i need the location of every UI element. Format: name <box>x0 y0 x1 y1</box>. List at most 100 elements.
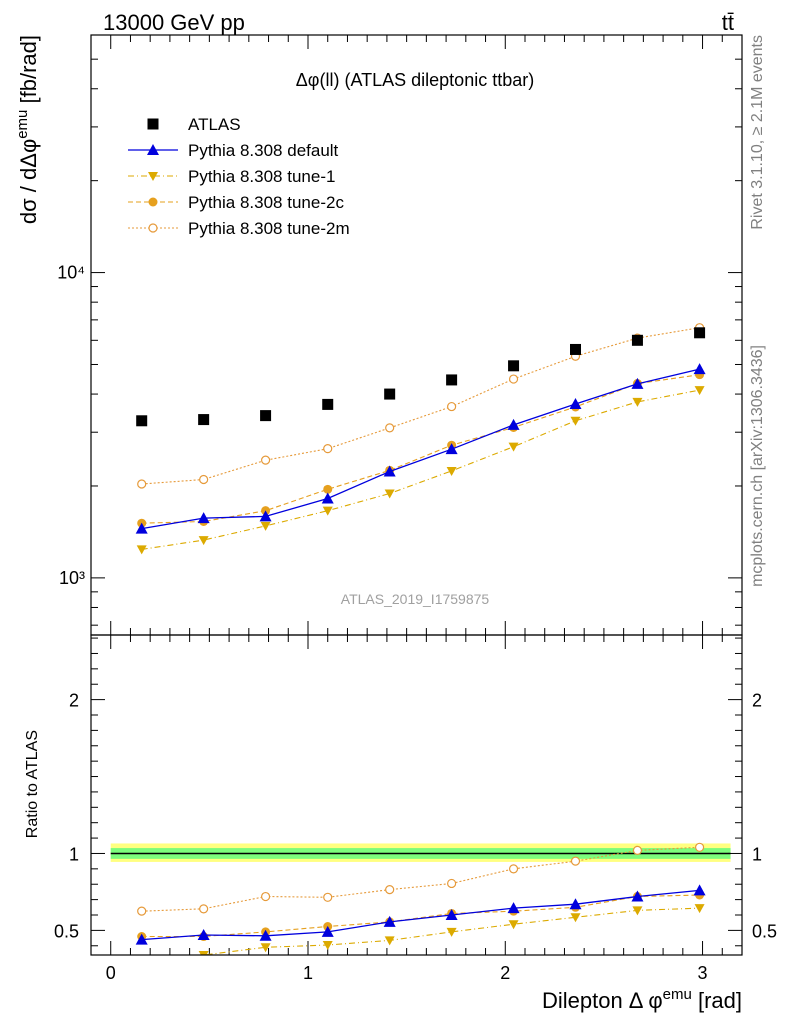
legend-marker <box>148 172 158 181</box>
data-point <box>135 933 148 945</box>
main-title: Δφ(ll) (ATLAS dileptonic ttbar) <box>296 70 534 90</box>
data-point <box>322 506 333 516</box>
data-point <box>384 489 395 499</box>
ratio-x-tick-label: 0 <box>106 963 116 983</box>
data-point <box>260 891 271 902</box>
data-point <box>198 414 210 426</box>
legend-label: Pythia 8.308 tune-2m <box>188 219 350 238</box>
mcplots-label: mcplots.cern.ch [arXiv:1306.3436] <box>749 345 766 587</box>
data-point <box>322 398 334 410</box>
data-point <box>570 416 581 426</box>
data-point <box>632 845 643 855</box>
data-point <box>197 512 210 524</box>
ratio-y-tick-label: 1 <box>69 844 79 864</box>
data-point <box>508 442 519 452</box>
series-pythia-8-308-tune-2c <box>137 370 705 528</box>
main-series-group <box>135 323 706 555</box>
legend-marker <box>148 223 158 233</box>
analysis-id: ATLAS_2019_I1759875 <box>341 591 490 607</box>
series-pythia-8-308-tune-1 <box>194 904 705 955</box>
energy-label: 13000 GeV pp <box>103 10 245 35</box>
data-point <box>323 892 333 902</box>
data-point <box>508 920 519 930</box>
data-point <box>569 398 582 410</box>
series-line <box>141 389 700 550</box>
data-point <box>137 906 147 916</box>
main-y-tick-label: 10⁴ <box>57 263 85 283</box>
data-point <box>259 510 272 522</box>
ratio-x-tick-label: 2 <box>500 963 510 983</box>
data-point <box>135 522 148 534</box>
data-point <box>446 927 457 937</box>
data-point <box>694 842 705 852</box>
ratio-y-tick-label: 2 <box>69 691 79 711</box>
data-point <box>632 397 643 407</box>
series-line <box>141 846 700 912</box>
data-point <box>260 455 271 465</box>
legend-label: Pythia 8.308 default <box>188 141 339 160</box>
data-point <box>445 443 458 455</box>
legend-item-pythia-8-308-tune-1: Pythia 8.308 tune-1 <box>128 167 335 186</box>
series-pythia-8-308-default <box>135 363 706 534</box>
series-line <box>141 368 700 530</box>
ratio-y-tick-label-right: 1 <box>752 844 762 864</box>
legend-item-pythia-8-308-tune-2m: Pythia 8.308 tune-2m <box>128 219 350 238</box>
data-point <box>384 388 396 400</box>
data-point <box>508 374 519 384</box>
data-point <box>136 545 147 555</box>
data-point <box>693 884 706 896</box>
series-pythia-8-308-tune-2m <box>137 323 705 489</box>
ratio-y-tick-label-right: 0.5 <box>752 921 777 941</box>
data-point <box>447 401 457 412</box>
data-point <box>321 925 334 937</box>
data-point <box>198 536 209 546</box>
data-point <box>446 466 457 476</box>
data-point <box>198 951 209 955</box>
series-pythia-8-308-tune-2c <box>137 890 705 942</box>
legend-item-pythia-8-308-default: Pythia 8.308 default <box>128 141 339 160</box>
data-point <box>508 360 520 372</box>
data-point <box>199 474 209 485</box>
data-point <box>199 904 209 914</box>
series-pythia-8-308-tune-2m <box>137 842 705 916</box>
data-point <box>259 929 272 941</box>
series-line <box>194 907 700 955</box>
series-pythia-8-308-tune-1 <box>136 386 705 555</box>
data-point <box>260 521 271 531</box>
data-point <box>323 444 333 454</box>
ratio-axis-ticks: 0.5 0.5 1 1 2 2 0 1 2 3 <box>54 635 777 983</box>
data-point <box>446 374 458 386</box>
legend-item-pythia-8-308-tune-2c: Pythia 8.308 tune-2c <box>128 193 344 212</box>
data-point <box>507 902 520 914</box>
process-label: tt̄ <box>722 10 734 35</box>
ratio-xlabel: Dilepton Δ φemu [rad] <box>542 986 742 1013</box>
data-point <box>383 915 396 927</box>
ratio-series-group <box>135 842 706 955</box>
data-point <box>260 410 272 422</box>
data-point <box>631 334 643 346</box>
rivet-label: Rivet 3.1.10, ≥ 2.1M events <box>749 35 766 230</box>
data-point <box>260 943 271 953</box>
data-point <box>323 484 333 494</box>
data-point <box>321 492 334 504</box>
ratio-x-tick-label: 1 <box>303 963 313 983</box>
data-point <box>136 415 148 427</box>
main-y-tick-label: 10³ <box>59 568 85 588</box>
data-point <box>507 418 520 430</box>
legend-label: Pythia 8.308 tune-1 <box>188 167 335 186</box>
main-axis-ticks: 10³ 10⁴ <box>57 34 742 635</box>
legend-item-atlas: ATLAS <box>147 115 241 134</box>
data-point <box>632 906 643 916</box>
ratio-x-tick-label: 3 <box>698 963 708 983</box>
data-point <box>693 363 706 375</box>
main-ylabel: dσ / dΔφemu [fb/rad] <box>14 35 41 224</box>
ratio-y-tick-label-right: 2 <box>752 691 762 711</box>
data-point <box>631 890 644 902</box>
data-point <box>385 423 395 433</box>
data-point <box>570 856 581 866</box>
data-point <box>569 898 582 910</box>
legend-label: Pythia 8.308 tune-2c <box>188 193 344 212</box>
data-point <box>137 479 147 489</box>
